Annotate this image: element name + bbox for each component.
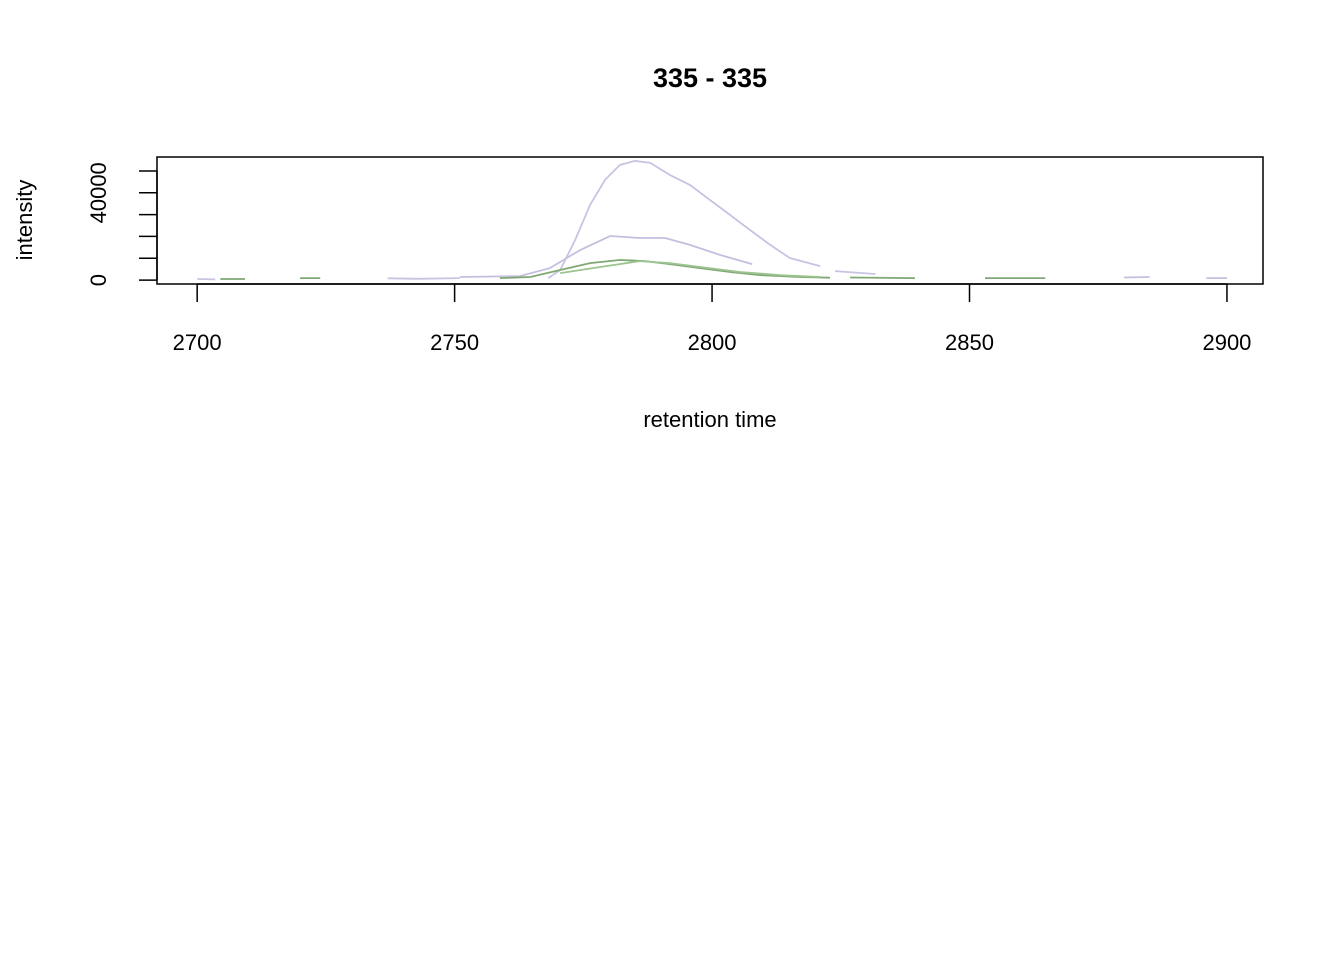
x-tick-label: 2850 — [945, 330, 994, 355]
chart-title: 335 - 335 — [653, 63, 767, 93]
x-axis-label: retention time — [643, 407, 776, 432]
series-line — [197, 159, 876, 281]
y-tick-label: 40000 — [86, 162, 111, 223]
y-axis-label: intensity — [12, 180, 37, 261]
x-tick-label: 2800 — [688, 330, 737, 355]
series-line — [560, 260, 821, 278]
series-line — [459, 235, 1227, 279]
x-tick-label: 2700 — [173, 330, 222, 355]
x-tick-label: 2750 — [430, 330, 479, 355]
plot-box — [156, 156, 1264, 285]
y-tick-label: 0 — [86, 274, 111, 286]
x-tick-label: 2900 — [1202, 330, 1251, 355]
